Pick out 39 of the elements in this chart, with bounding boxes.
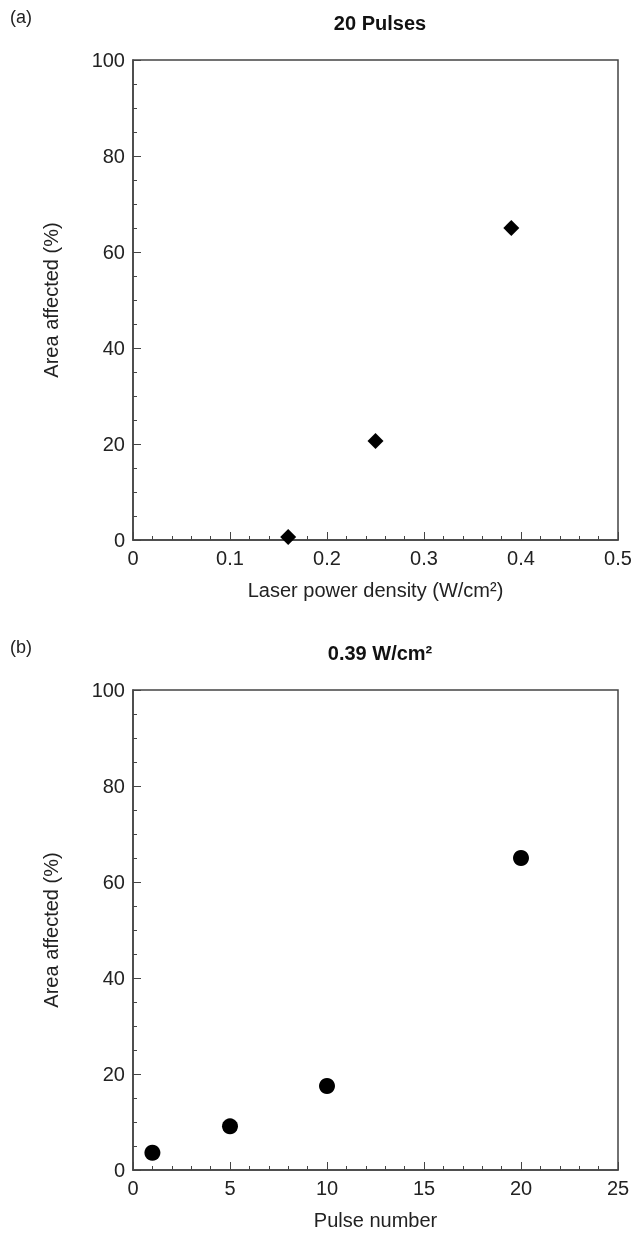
point xyxy=(222,1118,238,1135)
y-tick-label: 40 xyxy=(102,967,125,989)
x-tick-label: 15 xyxy=(412,1177,436,1199)
point xyxy=(280,529,297,546)
y-tick-label: 80 xyxy=(102,775,125,797)
y-tick-label: 60 xyxy=(102,241,125,263)
y-tick-label: 40 xyxy=(102,337,125,359)
x-tick-label: 0.1 xyxy=(216,547,244,569)
point xyxy=(144,1144,161,1161)
x-tick-label: 0.4 xyxy=(507,547,535,569)
y-tick-label: 60 xyxy=(102,871,125,893)
y-tick-label: 0 xyxy=(113,529,125,551)
y-tick-label: 0 xyxy=(113,1159,125,1181)
x-tick-label: 25 xyxy=(606,1177,630,1199)
y-axis-title: Area affected (%) xyxy=(40,852,62,1008)
point xyxy=(367,433,384,450)
x-tick-label: 0 xyxy=(127,547,139,569)
y-tick-label: 100 xyxy=(91,49,125,71)
point xyxy=(319,1078,335,1094)
chart-title: 0.39 W/cm² xyxy=(327,642,433,664)
x-tick-label: 20 xyxy=(509,1177,533,1199)
x-tick-label: 0.5 xyxy=(604,547,632,569)
x-tick-label: 0.3 xyxy=(410,547,438,569)
x-tick-label: 10 xyxy=(315,1177,339,1199)
y-tick-label: 100 xyxy=(91,679,125,701)
y-tick-label: 80 xyxy=(102,145,125,167)
chart-title: 20 Pulses xyxy=(333,12,427,34)
x-tick-label: 0.2 xyxy=(313,547,341,569)
x-tick-label: 0 xyxy=(127,1177,139,1199)
y-tick-label: 20 xyxy=(102,433,125,455)
x-axis-title: Laser power density (W/cm²) xyxy=(247,579,504,601)
point xyxy=(513,850,529,866)
x-tick-label: 5 xyxy=(224,1177,236,1199)
text: (a) xyxy=(10,7,32,27)
y-axis-title: Area affected (%) xyxy=(40,222,62,378)
y-tick-label: 20 xyxy=(102,1063,125,1085)
text: (b) xyxy=(10,637,32,657)
point xyxy=(503,220,520,236)
x-axis-title: Pulse number xyxy=(313,1209,438,1231)
